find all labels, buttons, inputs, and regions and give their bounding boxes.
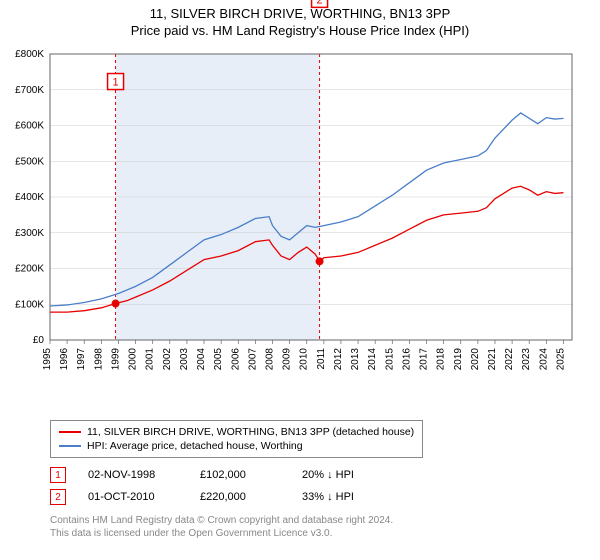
x-tick-label: 2018 [436, 348, 447, 371]
event-marker-box: 1 [50, 467, 66, 483]
x-tick-label: 2007 [247, 348, 258, 371]
event-row: 1 02-NOV-1998 £102,000 20% ↓ HPI [50, 464, 382, 486]
legend-row: 11, SILVER BIRCH DRIVE, WORTHING, BN13 3… [59, 425, 414, 439]
x-tick-label: 2023 [521, 348, 532, 371]
legend-label: 11, SILVER BIRCH DRIVE, WORTHING, BN13 3… [87, 426, 414, 438]
footer: Contains HM Land Registry data © Crown c… [50, 514, 393, 540]
footer-line1: Contains HM Land Registry data © Crown c… [50, 514, 393, 527]
x-tick-label: 2021 [487, 348, 498, 371]
price-chart: £0£100K£200K£300K£400K£500K£600K£700K£80… [50, 48, 580, 388]
x-tick-label: 1999 [110, 348, 121, 371]
x-tick-label: 2011 [316, 348, 327, 370]
footer-line2: This data is licensed under the Open Gov… [50, 527, 393, 540]
x-tick-label: 2020 [470, 348, 481, 371]
x-tick-label: 2004 [196, 348, 207, 371]
event-date: 01-OCT-2010 [88, 491, 178, 503]
event-marker-label: 1 [112, 77, 118, 89]
event-row: 2 01-OCT-2010 £220,000 33% ↓ HPI [50, 486, 382, 508]
legend-row: HPI: Average price, detached house, Wort… [59, 439, 414, 453]
event-marker-label: 2 [316, 0, 322, 6]
x-tick-label: 2014 [367, 348, 378, 371]
chart-container: 11, SILVER BIRCH DRIVE, WORTHING, BN13 3… [0, 0, 600, 560]
x-tick-label: 1996 [59, 348, 70, 371]
event-diff: 20% ↓ HPI [302, 469, 382, 481]
legend: 11, SILVER BIRCH DRIVE, WORTHING, BN13 3… [50, 420, 423, 458]
y-tick-label: £200K [15, 264, 44, 275]
title-sub: Price paid vs. HM Land Registry's House … [0, 23, 600, 38]
x-tick-label: 1995 [42, 348, 53, 371]
x-tick-label: 2000 [128, 348, 139, 371]
x-tick-label: 2013 [350, 348, 361, 371]
legend-swatch [59, 445, 81, 447]
y-tick-label: £400K [15, 192, 44, 203]
x-tick-label: 2002 [162, 348, 173, 371]
y-tick-label: £100K [15, 299, 44, 310]
x-tick-label: 2006 [230, 348, 241, 371]
x-tick-label: 2001 [145, 348, 156, 371]
legend-label: HPI: Average price, detached house, Wort… [87, 440, 303, 452]
title-main: 11, SILVER BIRCH DRIVE, WORTHING, BN13 3… [0, 6, 600, 21]
x-tick-label: 2005 [213, 348, 224, 371]
x-tick-label: 2012 [333, 348, 344, 371]
x-tick-label: 2016 [401, 348, 412, 371]
y-tick-label: £600K [15, 121, 44, 132]
x-tick-label: 2009 [282, 348, 293, 371]
x-tick-label: 2019 [453, 348, 464, 371]
x-tick-label: 2025 [555, 348, 566, 371]
x-tick-label: 2003 [179, 348, 190, 371]
x-tick-label: 2024 [538, 348, 549, 371]
title-block: 11, SILVER BIRCH DRIVE, WORTHING, BN13 3… [0, 0, 600, 38]
x-tick-label: 1998 [93, 348, 104, 371]
event-price: £220,000 [200, 491, 280, 503]
x-tick-label: 2010 [299, 348, 310, 371]
x-tick-label: 2015 [384, 348, 395, 371]
legend-swatch [59, 431, 81, 433]
event-diff: 33% ↓ HPI [302, 491, 382, 503]
x-tick-label: 1997 [76, 348, 87, 371]
y-tick-label: £300K [15, 228, 44, 239]
y-tick-label: £500K [15, 156, 44, 167]
event-date: 02-NOV-1998 [88, 469, 178, 481]
x-tick-label: 2022 [504, 348, 515, 371]
event-price: £102,000 [200, 469, 280, 481]
y-tick-label: £700K [15, 85, 44, 96]
x-tick-label: 2008 [264, 348, 275, 371]
event-marker-box: 2 [50, 489, 66, 505]
x-tick-label: 2017 [419, 348, 430, 371]
y-tick-label: £0 [33, 335, 45, 346]
events-table: 1 02-NOV-1998 £102,000 20% ↓ HPI 2 01-OCT-201… [50, 464, 382, 508]
y-tick-label: £800K [15, 49, 44, 60]
